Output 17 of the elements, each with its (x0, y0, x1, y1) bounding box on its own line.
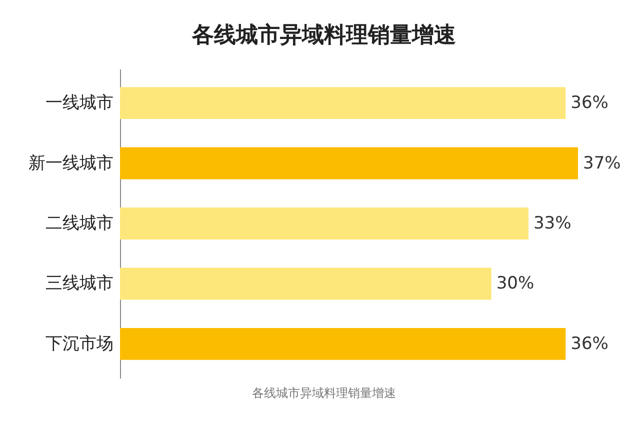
bar (120, 87, 566, 119)
data-label: 36% (570, 334, 608, 354)
y-tick-label: 新一线城市 (28, 153, 114, 174)
text: 各线城市异域料理销量增速 (252, 386, 396, 400)
bar (120, 268, 492, 300)
data-label: 30% (496, 274, 534, 294)
y-tick-label: 三线城市 (46, 274, 114, 294)
chart-title: 各线城市异域料理销量增速 (191, 22, 456, 48)
y-tick-label: 一线城市 (46, 93, 114, 114)
bar (120, 208, 528, 240)
y-tick-label: 二线城市 (46, 214, 114, 234)
data-label: 37% (583, 153, 621, 174)
bar (120, 147, 578, 180)
bar (120, 328, 566, 360)
data-label: 33% (533, 214, 572, 234)
y-tick-label: 下沉市场 (46, 334, 114, 354)
data-label: 36% (570, 93, 608, 114)
